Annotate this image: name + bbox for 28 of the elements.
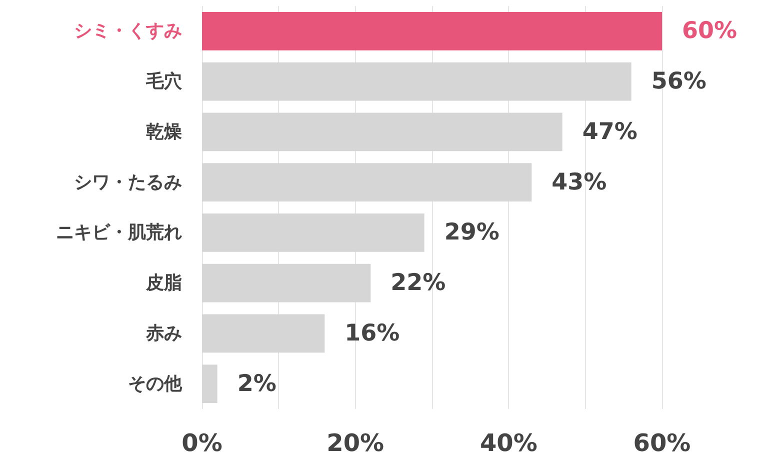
data-label: 2% xyxy=(237,370,276,397)
y-tick-label: 乾燥 xyxy=(146,121,182,142)
y-tick-label: ニキビ・肌荒れ xyxy=(56,222,182,244)
y-tick-label: 赤み xyxy=(145,322,182,344)
data-label: 47% xyxy=(582,118,638,145)
x-tick-label: 0% xyxy=(182,429,222,457)
data-label: 29% xyxy=(444,220,500,246)
bar xyxy=(202,62,632,101)
bar xyxy=(202,12,662,50)
bar xyxy=(202,112,562,152)
data-label: 22% xyxy=(390,270,446,296)
y-tick-label: その他 xyxy=(128,373,183,394)
y-tick-label: 皮脂 xyxy=(145,272,182,294)
x-tick-label: 20% xyxy=(326,429,384,457)
x-tick-label: 40% xyxy=(480,429,538,457)
x-tick-label: 60% xyxy=(633,429,691,457)
bar xyxy=(202,364,218,403)
y-tick-label: シワ・たるみ xyxy=(74,172,182,193)
y-tick-label: シミ・くすみ xyxy=(74,20,182,42)
data-label: 16% xyxy=(344,320,400,346)
bar xyxy=(202,214,424,252)
bar xyxy=(202,314,325,353)
y-tick-label: 毛穴 xyxy=(145,71,183,92)
data-label: 43% xyxy=(552,169,607,196)
data-label: 60% xyxy=(682,18,738,44)
data-label: 56% xyxy=(651,68,706,95)
bar xyxy=(202,264,371,302)
bar xyxy=(202,163,532,202)
